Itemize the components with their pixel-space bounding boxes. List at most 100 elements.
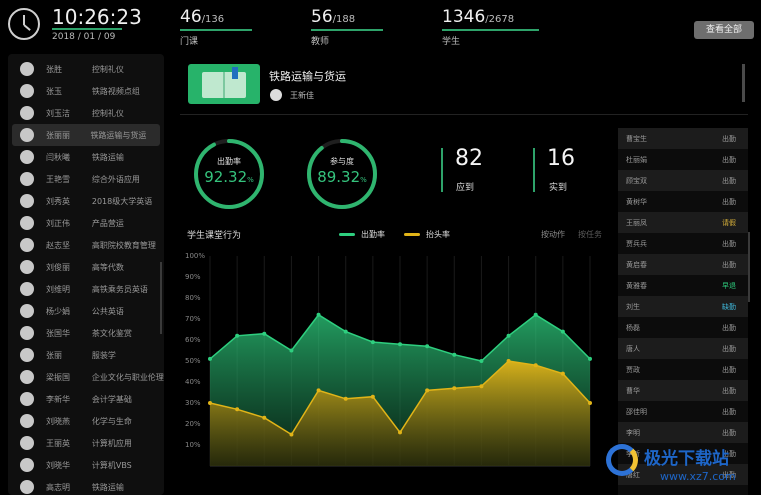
student-row[interactable]: 赵志坚 高职院校教育管理 [8, 234, 164, 256]
data-point[interactable] [208, 401, 212, 405]
student-row[interactable]: 刘晓燕 化学与生命 [8, 410, 164, 432]
data-point[interactable] [452, 352, 457, 357]
data-point[interactable] [479, 359, 484, 363]
student-row[interactable]: 刘玉洁 控制礼仪 [8, 102, 164, 124]
data-point[interactable] [398, 430, 402, 435]
student-course: 茶文化鉴赏 [91, 328, 132, 338]
data-point[interactable] [560, 371, 565, 376]
student-list-scrollbar[interactable] [160, 262, 162, 334]
student-course: 高铁乘务员英语 [91, 284, 148, 294]
roster-row[interactable]: 黄树华 出勤 [618, 191, 748, 212]
roster-row[interactable]: 黄启春 出勤 [618, 254, 748, 275]
student-row[interactable]: 梁振国 企业文化与职业伦理 [8, 366, 164, 388]
data-point[interactable] [425, 388, 430, 393]
student-name: 张丽丽 [46, 130, 70, 140]
teacher-name: 王新佳 [290, 91, 314, 100]
course-header-scrollbar[interactable] [742, 64, 745, 102]
book-icon [202, 67, 246, 98]
data-point[interactable] [343, 396, 348, 401]
roster-row[interactable]: 杨磊 出勤 [618, 317, 748, 338]
data-point[interactable] [533, 363, 538, 368]
roster-scrollbar[interactable] [748, 232, 750, 302]
student-row[interactable]: 闫秋曦 铁路运输 [8, 146, 164, 168]
data-point[interactable] [235, 333, 240, 338]
roster-row[interactable]: 贾政 出勤 [618, 359, 748, 380]
expected-value: 82 [455, 146, 483, 171]
student-name: 刘维明 [46, 284, 70, 294]
student-row[interactable]: 刘维明 高铁乘务员英语 [8, 278, 164, 300]
data-point[interactable] [479, 384, 484, 389]
roster-name: 黄树华 [626, 197, 647, 206]
data-point[interactable] [343, 329, 348, 334]
student-row[interactable]: 杨少娟 公共英语 [8, 300, 164, 322]
data-point[interactable] [506, 359, 511, 363]
roster-row[interactable]: 邵佳明 出勤 [618, 401, 748, 422]
roster-row[interactable]: 贾兵兵 出勤 [618, 233, 748, 254]
data-point[interactable] [316, 312, 321, 317]
roster-row[interactable]: 唐人 出勤 [618, 338, 748, 359]
data-point[interactable] [588, 356, 592, 361]
student-row[interactable]: 刘晓华 计算机VBS [8, 454, 164, 476]
student-row[interactable]: 张胜 控制礼仪 [8, 58, 164, 80]
roster-name: 刘生 [626, 302, 640, 311]
student-name: 王丽英 [46, 438, 70, 448]
y-tick-label: 20% [185, 420, 201, 428]
roster-list: 曹宝生 出勤 杜丽娟 出勤 顾宝双 出勤 黄树华 出勤 王丽凤 请假 贾兵兵 出勤 黄启春 出勤 黄雅春 早退… [618, 128, 748, 495]
roster-status: 出勤 [722, 428, 736, 437]
student-row[interactable]: 张丽丽 铁路运输与货运 [12, 124, 160, 146]
roster-row[interactable]: 王丽凤 请假 [618, 212, 748, 233]
student-row[interactable]: 刘俊丽 高等代数 [8, 256, 164, 278]
roster-status: 出勤 [722, 449, 736, 458]
student-row[interactable]: 张丽 服装学 [8, 344, 164, 366]
data-point[interactable] [208, 356, 212, 361]
roster-row[interactable]: 李明 出勤 [618, 422, 748, 443]
data-point[interactable] [425, 344, 430, 349]
roster-row[interactable]: 刘生 缺勤 [618, 296, 748, 317]
data-point[interactable] [560, 329, 565, 334]
data-point[interactable] [370, 340, 375, 345]
legend-attendance-label: 出勤率 [361, 230, 385, 239]
data-point[interactable] [289, 348, 294, 353]
data-point[interactable] [506, 333, 511, 338]
section-divider [180, 114, 748, 115]
roster-row[interactable]: 杜丽娟 出勤 [618, 149, 748, 170]
data-point[interactable] [316, 388, 321, 393]
roster-name: 邵佳明 [626, 407, 647, 416]
data-point[interactable] [262, 331, 267, 336]
roster-row[interactable]: 顾宝双 出勤 [618, 170, 748, 191]
data-point[interactable] [452, 386, 457, 391]
roster-row[interactable]: 曹宝生 出勤 [618, 128, 748, 149]
roster-row[interactable]: 黄雅春 早退 [618, 275, 748, 296]
student-name: 刘俊丽 [46, 262, 70, 272]
data-point[interactable] [588, 401, 592, 405]
data-point[interactable] [235, 407, 240, 412]
student-avatar [20, 414, 34, 428]
student-row[interactable]: 高志明 铁路运输 [8, 476, 164, 495]
legend-headup[interactable]: 抬头率 [404, 229, 450, 240]
tab-by-task[interactable]: 按任务 [578, 230, 602, 239]
roster-row[interactable]: 唐红 出勤 [618, 464, 748, 485]
roster-name: 黄雅春 [626, 281, 647, 290]
time-underline [52, 28, 122, 30]
data-point[interactable] [370, 394, 375, 399]
student-course: 铁路视频点组 [91, 86, 140, 96]
data-point[interactable] [398, 342, 402, 347]
roster-row[interactable]: 曹华 出勤 [618, 380, 748, 401]
data-point[interactable] [262, 415, 267, 420]
student-row[interactable]: 张玉 铁路视频点组 [8, 80, 164, 102]
roster-status: 出勤 [722, 386, 736, 395]
student-row[interactable]: 王丽英 计算机应用 [8, 432, 164, 454]
student-row[interactable]: 张国华 茶文化鉴赏 [8, 322, 164, 344]
data-point[interactable] [533, 312, 538, 317]
legend-attendance[interactable]: 出勤率 [339, 229, 385, 240]
roster-name: 杨磊 [626, 323, 640, 332]
data-point[interactable] [289, 432, 294, 437]
student-row[interactable]: 刘秀英 2018级大学英语 [8, 190, 164, 212]
student-row[interactable]: 刘正伟 产品营运 [8, 212, 164, 234]
student-row[interactable]: 李新华 会计学基础 [8, 388, 164, 410]
roster-name: 黄启春 [626, 260, 647, 269]
view-all-button[interactable]: 查看全部 [694, 21, 754, 39]
legend-headup-swatch [404, 233, 420, 236]
student-row[interactable]: 王艳雪 综合外语应用 [8, 168, 164, 190]
tab-by-action[interactable]: 按动作 [541, 230, 565, 239]
